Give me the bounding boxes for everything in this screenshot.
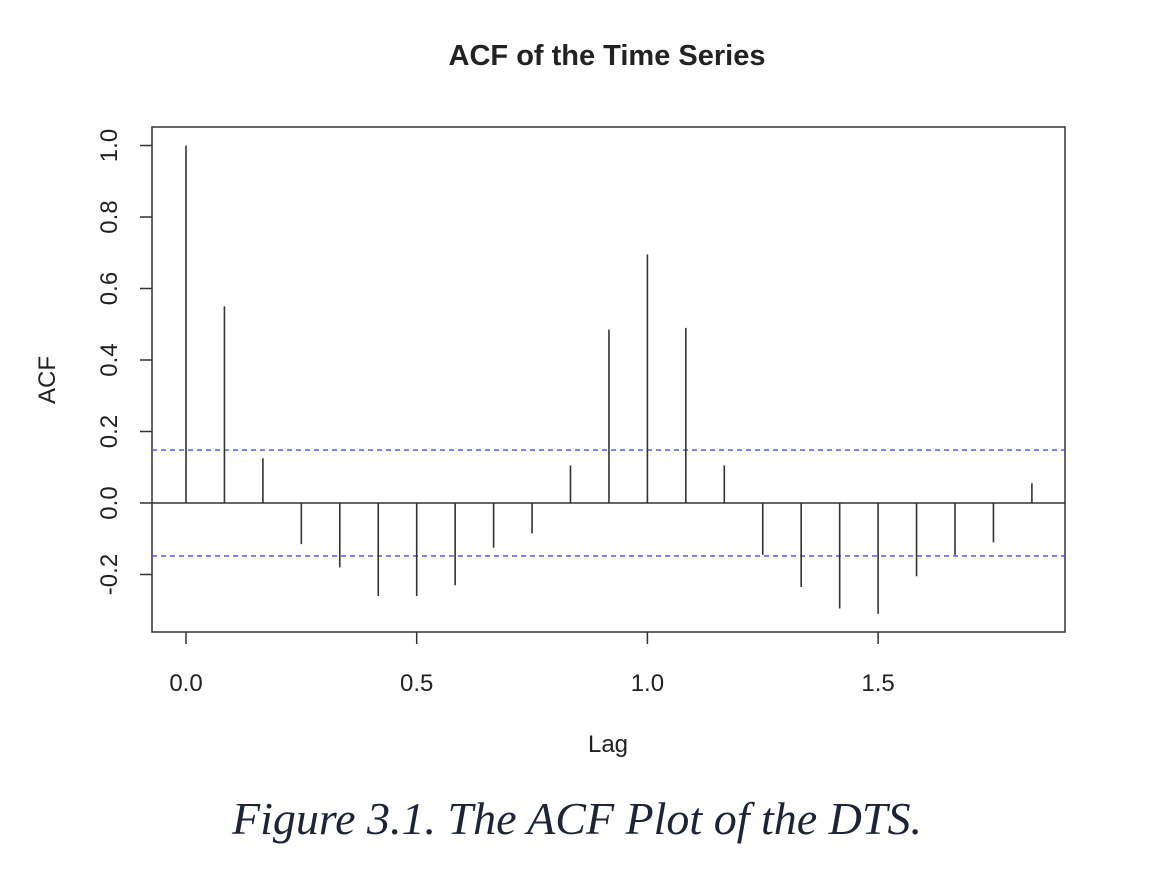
- y-tick-label: 0.8: [96, 200, 123, 233]
- acf-chart: ACF of the Time Series ACF Lag 0.0 0.5 1.0…: [34, 40, 1066, 758]
- plot-frame: [151, 126, 1066, 633]
- y-tick-label: 0.2: [96, 415, 123, 448]
- y-axis-label: ACF: [34, 356, 61, 404]
- figure-caption: Figure 3.1. The ACF Plot of the DTS.: [232, 793, 922, 844]
- x-tick-label: 1.0: [631, 670, 664, 697]
- x-tick-label: 0.0: [169, 670, 202, 697]
- y-tick-label: 0.0: [96, 486, 123, 519]
- y-tick-label: -0.2: [96, 554, 123, 595]
- plot-area: 0.0 0.5 1.0 1.5 -0.2 0.0 0.2 0.4 0.6 0.8 1.0: [96, 126, 1066, 697]
- x-axis-label: Lag: [588, 731, 628, 758]
- y-tick-label: 0.4: [96, 343, 123, 376]
- chart-title: ACF of the Time Series: [449, 40, 766, 72]
- x-tick-label: 1.5: [861, 670, 894, 697]
- y-tick-label: 0.6: [96, 272, 123, 305]
- y-tick-label: 1.0: [96, 129, 123, 162]
- x-tick-label: 0.5: [400, 670, 433, 697]
